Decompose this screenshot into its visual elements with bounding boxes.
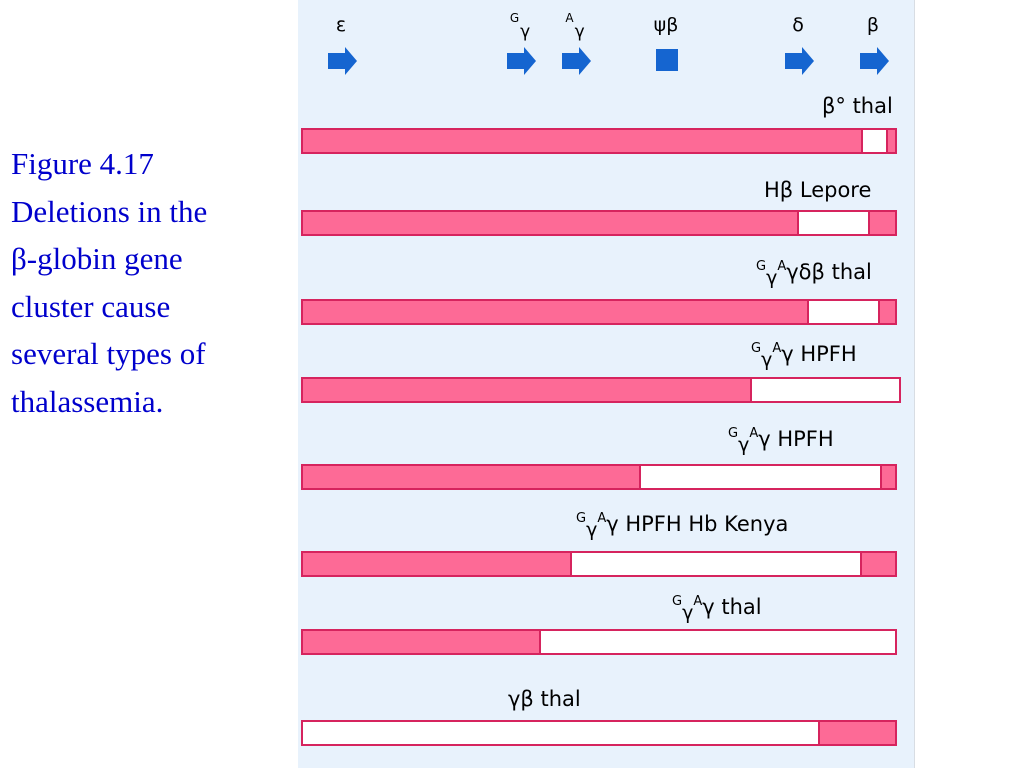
caption-line: thalassemia. [11, 383, 164, 419]
caption-line: Deletions in the [11, 193, 208, 229]
deletion-label: β° thal [822, 94, 893, 118]
gene-arrow-icon [860, 47, 889, 75]
deletion-label: GγAγ HPFH [751, 341, 857, 371]
gene-label: δ [792, 14, 804, 36]
deleted-region [639, 466, 882, 488]
figure-caption: Figure 4.17 Deletions in the β-globin ge… [11, 140, 291, 425]
deletion-label: GγAγ thal [672, 594, 762, 624]
deletion-bar-ggay-hpfh-2 [301, 464, 897, 490]
deletion-bar-beta0-thal [301, 128, 897, 154]
deletion-bar-ggay-hpfh-kenya [301, 551, 897, 577]
deleted-region [750, 379, 899, 401]
caption-line: Figure 4.17 [11, 146, 154, 181]
gene-superscript: A [565, 11, 574, 25]
deleted-region [797, 212, 870, 234]
deleted-region [303, 722, 820, 744]
gene-arrow-icon [328, 47, 357, 75]
deleted-region [539, 631, 895, 653]
deleted-region [861, 130, 888, 152]
gene-superscript: G [509, 11, 520, 25]
caption-line: cluster cause [11, 288, 171, 324]
gene-arrow-icon [785, 47, 814, 75]
gene-label: γ [520, 22, 531, 42]
deletion-label: γβ thal [508, 687, 581, 711]
deleted-region [570, 553, 862, 575]
gene-label: ε [335, 14, 347, 36]
deletion-label: GγAγ HPFH Hb Kenya [576, 511, 789, 541]
caption-line: β-globin gene [11, 241, 183, 276]
deletion-bar-hb-lepore [301, 210, 897, 236]
gene-label: β [866, 14, 880, 36]
gene-square-icon [656, 49, 678, 71]
deleted-region [807, 301, 880, 323]
gene-cluster-diagram: ε Gγ Aγ ψβ δ β β° thal Hβ Lepore [298, 0, 915, 768]
gene-arrow-icon [562, 47, 591, 75]
deletion-bar-ggay-thal [301, 629, 897, 655]
gene-map: ε Gγ Aγ ψβ δ β [298, 0, 914, 90]
deletion-label: Hβ Lepore [764, 178, 872, 202]
gene-label: ψβ [653, 14, 679, 36]
deletion-bar-ggay-hpfh-1 [301, 377, 901, 403]
deletion-label: GγAγδβ thal [756, 259, 872, 289]
deletion-label: GγAγ HPFH [728, 426, 834, 456]
deletion-bar-ggaydb-thal [301, 299, 897, 325]
gene-label: γ [574, 22, 585, 42]
gene-arrow-icon [507, 47, 536, 75]
caption-line: several types of [11, 336, 206, 371]
deletion-bar-gb-thal [301, 720, 897, 746]
